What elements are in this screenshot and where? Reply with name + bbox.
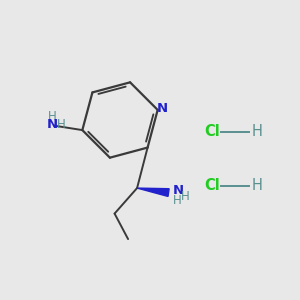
Text: N: N — [47, 118, 58, 131]
Text: Cl: Cl — [204, 178, 220, 194]
Polygon shape — [137, 188, 169, 196]
Text: N: N — [172, 184, 184, 197]
Text: H: H — [252, 124, 263, 140]
Text: H: H — [172, 194, 181, 207]
Text: Cl: Cl — [204, 124, 220, 140]
Text: H: H — [181, 190, 189, 203]
Text: N: N — [157, 102, 168, 115]
Text: H: H — [57, 118, 66, 131]
Text: H: H — [48, 110, 57, 123]
Text: H: H — [252, 178, 263, 194]
